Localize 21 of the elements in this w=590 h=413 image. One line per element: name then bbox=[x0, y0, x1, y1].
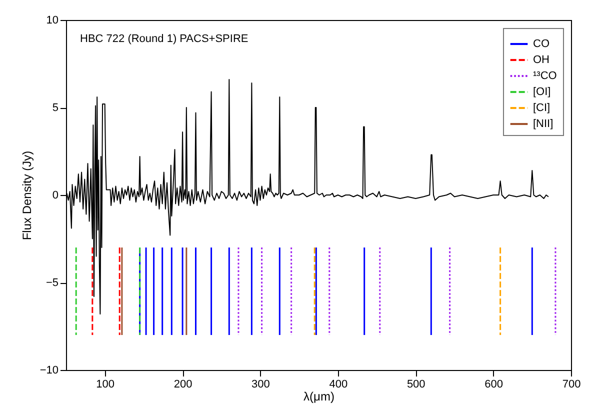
x-tick-label: 100 bbox=[96, 378, 115, 390]
legend-label: [OI] bbox=[533, 86, 551, 98]
x-axis-title: λ(μm) bbox=[304, 390, 334, 404]
x-tick-label: 400 bbox=[329, 378, 348, 390]
text: HBC 722 (Round 1) PACS+SPIRE bbox=[80, 33, 248, 45]
x-tick-label: 700 bbox=[562, 378, 581, 390]
legend-label: [NII] bbox=[533, 118, 554, 130]
legend-label: ¹³CO bbox=[533, 70, 558, 82]
legend-label: [CI] bbox=[533, 102, 550, 114]
x-tick-label: 500 bbox=[406, 378, 426, 390]
legend-label: OH bbox=[533, 54, 550, 66]
y-tick-label: −10 bbox=[40, 364, 58, 376]
y-tick-label: 10 bbox=[46, 14, 58, 26]
legend-label: CO bbox=[533, 38, 550, 50]
y-axis-title: Flux Density (Jy) bbox=[20, 150, 34, 240]
y-tick-label: 5 bbox=[52, 102, 58, 114]
y-tick-label: −5 bbox=[46, 277, 58, 289]
x-tick-label: 300 bbox=[252, 378, 270, 390]
x-tick-label: 600 bbox=[484, 378, 503, 390]
y-tick-label: 0 bbox=[52, 190, 58, 202]
x-tick-label: 200 bbox=[174, 378, 192, 390]
